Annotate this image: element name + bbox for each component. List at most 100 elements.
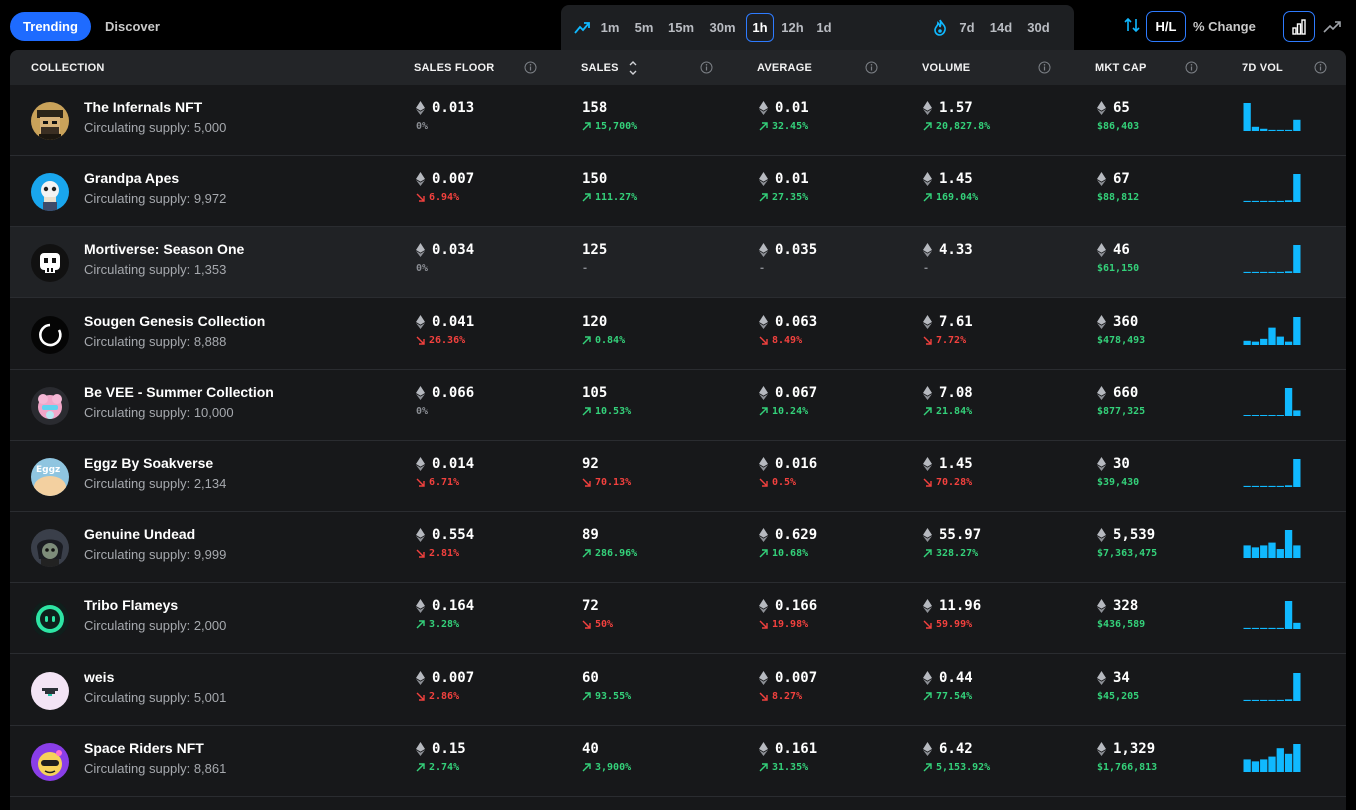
sales-floor-value: 0.15 <box>432 740 466 757</box>
tab-trending[interactable]: Trending <box>10 12 91 41</box>
mkt-cap-usd: $86,403 <box>1097 121 1140 132</box>
average-value: 0.067 <box>775 384 818 401</box>
pct-change-toggle[interactable]: % Change <box>1193 19 1256 34</box>
table-row[interactable]: The Infernals NFT Circulating supply: 5,… <box>10 85 1346 156</box>
column-7d-vol[interactable]: 7D VOL <box>1242 61 1283 74</box>
column-collection[interactable]: COLLECTION <box>31 61 105 74</box>
sales-value: 89 <box>582 527 599 544</box>
spark-bar <box>1268 201 1276 203</box>
spark-bar <box>1293 459 1301 487</box>
sales-floor-change: 2.81% <box>429 548 460 560</box>
info-icon[interactable] <box>1185 61 1198 74</box>
info-icon[interactable] <box>1314 61 1327 74</box>
hl-toggle-button[interactable]: H/L <box>1146 11 1186 42</box>
sort-chevrons-icon[interactable] <box>628 60 638 76</box>
spark-bar <box>1293 119 1301 131</box>
mkt-cap-value: 34 <box>1113 669 1130 686</box>
info-icon[interactable] <box>700 61 713 74</box>
volume-cell: 11.96 59.99% <box>923 597 981 631</box>
spark-bar <box>1276 201 1284 203</box>
column-mkt-cap[interactable]: MKT CAP <box>1095 61 1147 74</box>
column-sales[interactable]: SALES <box>581 61 619 74</box>
collection-name[interactable]: Grandpa Apes <box>84 170 180 187</box>
arrow-up-icon <box>923 691 932 701</box>
mkt-cap-usd: $39,430 <box>1097 477 1140 488</box>
arrow-up-icon <box>923 193 932 202</box>
volume-change: 328.27% <box>936 548 979 560</box>
table-row[interactable]: weis Circulating supply: 5,001 0.007 2.8… <box>10 655 1346 726</box>
sales-cell: 60 93.55% <box>582 669 631 703</box>
collection-name[interactable]: weis <box>84 668 115 685</box>
info-icon[interactable] <box>865 61 878 74</box>
table-row[interactable]: Sougen Genesis Collection Circulating su… <box>10 299 1346 370</box>
mkt-cap-value: 30 <box>1113 456 1130 472</box>
sales-change: 70.13% <box>595 477 632 488</box>
chart-view-button[interactable] <box>1283 11 1315 42</box>
table-row[interactable]: Be VEE - Summer Collection Circulating s… <box>10 370 1346 441</box>
7d-volume-sparkline <box>1243 743 1301 772</box>
table-row[interactable]: Eggz Eggz By Soakverse Circulating suppl… <box>10 441 1346 512</box>
sales-value: 158 <box>582 100 608 116</box>
sales-floor-value: 0.007 <box>432 669 475 686</box>
timeframe-14d[interactable]: 14d <box>989 20 1013 35</box>
collection-name[interactable]: Genuine Undead <box>84 526 196 543</box>
mkt-cap-usd: $877,325 <box>1097 405 1146 417</box>
table-row[interactable]: Genuine Undead Circulating supply: 9,999… <box>10 512 1346 584</box>
top-bar: Trending Discover 1m 5m 15m 30m 1h 12h 1… <box>0 0 1356 50</box>
sales-floor-value: 0.034 <box>432 242 475 259</box>
timeframe-1d[interactable]: 1d <box>816 20 832 35</box>
volume-cell: 4.33 - <box>923 241 973 275</box>
collection-name[interactable]: Tribo Flameys <box>84 597 179 614</box>
table-row[interactable]: Mortiverse: Season One Circulating suppl… <box>10 227 1346 299</box>
collection-name[interactable]: Space Riders NFT <box>84 739 204 756</box>
timeframe-12h[interactable]: 12h <box>781 20 804 35</box>
collection-name[interactable]: Sougen Genesis Collection <box>84 312 266 329</box>
spark-bar <box>1293 743 1301 772</box>
timeframe-5m[interactable]: 5m <box>634 20 654 35</box>
spark-bar <box>1251 547 1260 559</box>
sales-change: 3,900% <box>595 761 632 773</box>
trend-view-icon[interactable] <box>1322 17 1342 37</box>
timeframe-15m[interactable]: 15m <box>667 20 695 35</box>
volume-change: 59.99% <box>936 619 973 631</box>
arrow-down-icon <box>759 692 768 701</box>
sales-value: 60 <box>582 669 599 686</box>
timeframe-7d[interactable]: 7d <box>959 20 975 35</box>
spark-bar <box>1260 128 1268 131</box>
volume-change: 5,153.92% <box>936 761 991 773</box>
7d-volume-sparkline <box>1243 530 1301 559</box>
timeframe-30m[interactable]: 30m <box>709 20 736 35</box>
table-row[interactable]: Space Riders NFT Circulating supply: 8,8… <box>10 726 1346 797</box>
table-row[interactable]: Grandpa Apes Circulating supply: 9,972 0… <box>10 156 1346 228</box>
sales-change: 15,700% <box>595 121 638 132</box>
collection-name[interactable]: Eggz By Soakverse <box>84 455 214 471</box>
column-average[interactable]: AVERAGE <box>757 61 812 74</box>
info-icon[interactable] <box>1038 61 1051 74</box>
collection-name[interactable]: The Infernals NFT <box>84 99 203 115</box>
timeframe-30d[interactable]: 30d <box>1027 20 1050 35</box>
mkt-cap-cell: 65 $86,403 <box>1097 99 1139 133</box>
info-icon[interactable] <box>524 61 537 74</box>
spark-bar <box>1260 545 1268 559</box>
tab-discover[interactable]: Discover <box>105 19 160 34</box>
sales-floor-value: 0.164 <box>432 598 475 615</box>
average-cell: 0.161 31.35% <box>759 740 817 774</box>
column-volume[interactable]: VOLUME <box>922 61 971 74</box>
timeframe-1h[interactable]: 1h <box>746 13 774 42</box>
sales-change: 10.53% <box>595 405 632 417</box>
sort-swap-icon[interactable] <box>1123 16 1141 34</box>
column-sales-floor[interactable]: SALES FLOOR <box>414 61 495 74</box>
arrow-up-icon <box>759 407 768 416</box>
volume-cell: 1.45 169.04% <box>923 170 978 204</box>
volume-cell: 7.08 21.84% <box>923 384 973 418</box>
table-row[interactable]: Tribo Flameys Circulating supply: 2,000 … <box>10 583 1346 655</box>
collections-table: COLLECTION SALES FLOOR SALES AVERAGE VOL… <box>10 50 1346 810</box>
spark-bar <box>1243 545 1251 559</box>
collection-name[interactable]: Mortiverse: Season One <box>84 241 245 258</box>
spark-bar <box>1260 485 1268 487</box>
collection-avatar <box>31 102 69 140</box>
mkt-cap-value: 46 <box>1113 242 1130 259</box>
volume-cell: 0.44 77.54% <box>923 669 973 703</box>
timeframe-1m[interactable]: 1m <box>600 20 620 35</box>
collection-name[interactable]: Be VEE - Summer Collection <box>84 383 274 400</box>
